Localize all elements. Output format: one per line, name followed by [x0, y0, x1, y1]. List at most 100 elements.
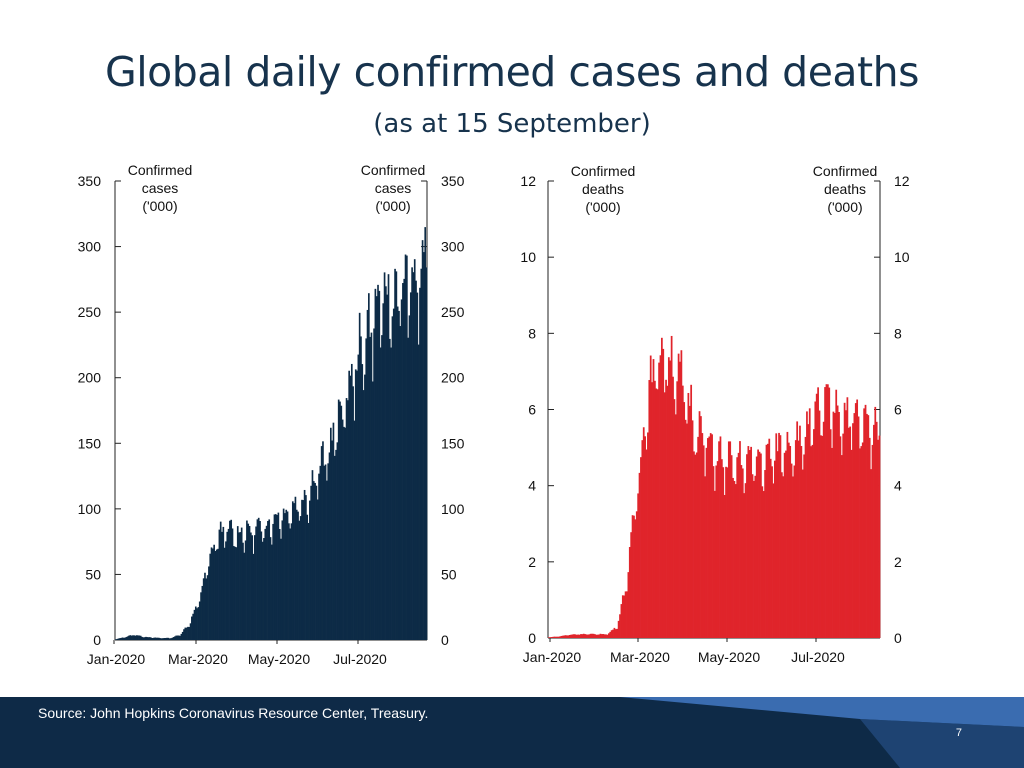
deaths-bar — [602, 634, 605, 638]
cases-bar — [341, 419, 344, 640]
deaths-bar — [800, 445, 803, 638]
cases-right-tick-label: 200 — [441, 370, 465, 386]
cases-x-tick-label: Jul-2020 — [333, 651, 387, 667]
deaths-x-tick-label: May-2020 — [698, 649, 760, 665]
deaths-bar — [726, 467, 729, 638]
deaths-bar — [674, 414, 677, 638]
cases-bar — [412, 272, 415, 640]
cases-bar — [209, 553, 212, 640]
deaths-bar — [594, 634, 596, 638]
cases-bar — [126, 636, 129, 640]
deaths-bar — [806, 411, 808, 638]
cases-bar — [227, 528, 230, 640]
deaths-bar — [757, 449, 759, 638]
deaths-bar — [820, 435, 822, 638]
cases-bar — [416, 292, 419, 640]
cases-bar — [229, 520, 231, 640]
cases-bar — [357, 354, 360, 640]
cases-bar — [381, 335, 383, 640]
deaths-bar — [786, 431, 789, 638]
cases-bar — [253, 535, 256, 640]
cases-bar — [343, 426, 345, 640]
deaths-bar — [778, 432, 780, 638]
deaths-bar — [667, 357, 670, 638]
deaths-right-tick-label: 8 — [894, 325, 902, 341]
cases-bar — [272, 523, 274, 640]
deaths-bar — [684, 419, 687, 638]
deaths-bar — [655, 388, 658, 638]
deaths-bar — [796, 421, 799, 638]
deaths-bar — [751, 474, 754, 638]
cases-bar — [143, 637, 146, 640]
deaths-bar — [768, 438, 771, 638]
deaths-bar — [870, 469, 872, 638]
deaths-bar — [782, 476, 785, 638]
cases-bar — [230, 519, 233, 640]
deaths-bar — [730, 455, 733, 638]
cases-bar — [179, 635, 181, 640]
deaths-bar — [630, 532, 633, 638]
deaths-bar — [612, 629, 614, 638]
cases-bar — [259, 520, 261, 640]
cases-x-tick-label: Jan-2020 — [87, 651, 146, 667]
cases-bar — [312, 481, 315, 640]
deaths-bar — [747, 446, 750, 638]
cases-bar — [226, 531, 229, 640]
cases-bar — [129, 635, 132, 640]
cases-bar — [324, 464, 327, 640]
deaths-bar — [825, 384, 828, 638]
deaths-bar — [811, 444, 814, 638]
cases-bar — [269, 537, 272, 640]
deaths-bar — [719, 436, 722, 638]
deaths-bar — [637, 493, 640, 638]
cases-bar — [326, 480, 328, 640]
cases-bar — [141, 636, 143, 640]
deaths-bar — [672, 376, 674, 638]
cases-bar — [196, 608, 198, 640]
cases-bar — [117, 638, 120, 640]
cases-bar — [122, 637, 125, 640]
deaths-bar — [587, 634, 589, 638]
cases-bar — [382, 303, 385, 640]
deaths-bar — [792, 476, 794, 638]
deaths-bar — [753, 480, 755, 638]
deaths-bar — [601, 634, 603, 638]
deaths-bar — [748, 450, 751, 638]
footer-bar: Source: John Hopkins Coronavirus Resourc… — [0, 697, 1024, 768]
deaths-bar — [609, 631, 612, 638]
deaths-bar — [873, 424, 875, 638]
cases-bar — [375, 296, 378, 640]
cases-bar — [307, 522, 310, 640]
cases-bar — [236, 526, 239, 640]
cases-bar — [132, 635, 134, 640]
deaths-bar — [567, 635, 570, 638]
cases-bar — [352, 386, 354, 640]
cases-bar — [301, 499, 303, 640]
deaths-bar — [866, 413, 868, 638]
deaths-bar — [550, 637, 553, 638]
cases-bar — [276, 514, 278, 640]
cases-left-tick-label: 250 — [78, 304, 102, 320]
cases-bar — [219, 521, 222, 640]
deaths-bar — [648, 380, 651, 638]
cases-right-axis-label: Confirmed — [361, 162, 426, 178]
cases-bar — [173, 636, 176, 640]
cases-bar — [277, 512, 280, 640]
deaths-bar — [762, 491, 765, 638]
deaths-bar — [564, 635, 567, 638]
cases-bar — [282, 508, 285, 640]
cases-bar — [399, 326, 402, 640]
deaths-bar — [695, 452, 698, 638]
deaths-bar — [871, 444, 874, 638]
deaths-bar — [549, 637, 552, 638]
deaths-x-tick-label: Mar-2020 — [610, 649, 670, 665]
cases-bar — [348, 370, 350, 640]
cases-bar — [215, 549, 218, 640]
deaths-bar — [838, 412, 840, 638]
deaths-bar — [676, 381, 679, 638]
deaths-bar — [575, 634, 578, 638]
cases-bar — [423, 252, 425, 640]
deaths-bar — [571, 634, 574, 638]
cases-left-tick-label: 200 — [78, 370, 102, 386]
cases-bar — [362, 390, 365, 640]
